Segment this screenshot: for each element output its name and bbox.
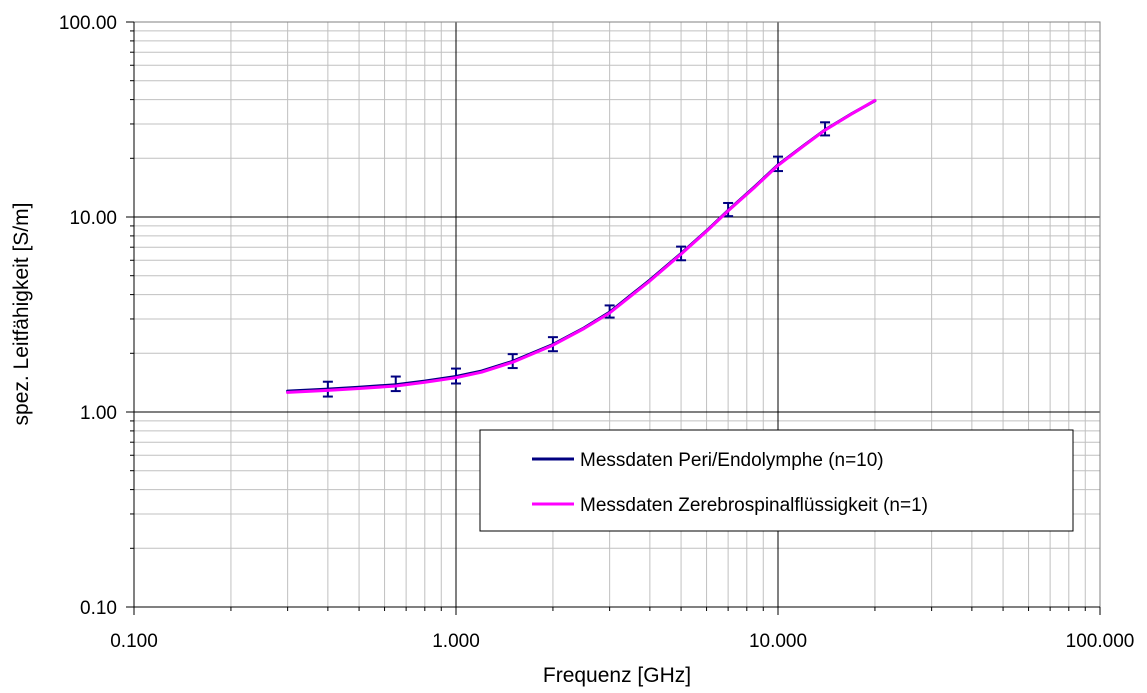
axis-ticks — [126, 21, 1101, 615]
x-axis-title: Frequenz [GHz] — [543, 664, 691, 687]
y-tick-labels: 0.10 1.00 10.00 100.00 — [59, 13, 117, 619]
error-bars — [322, 121, 831, 398]
y-axis-title: spez. Leitfähigkeit [S/m] — [10, 203, 33, 426]
x-tick-label: 0.100 — [110, 631, 158, 652]
series-line-peri-endolymphe — [286, 99, 877, 393]
legend: Messdaten Peri/Endolymphe (n=10) Messdat… — [479, 429, 1074, 532]
legend-box — [479, 429, 1074, 532]
series-line-zerebrospinal — [286, 98, 877, 394]
legend-label-zerebrospinal: Messdaten Zerebrospinalflüssigkeit (n=1) — [580, 495, 928, 516]
series-lines — [286, 98, 877, 394]
x-tick-label: 1.000 — [432, 631, 480, 652]
legend-label-peri-endolymphe: Messdaten Peri/Endolymphe (n=10) — [580, 450, 884, 471]
x-tick-labels: 0.100 1.000 10.000 100.000 — [110, 631, 1134, 652]
y-tick-label: 0.10 — [80, 598, 117, 619]
y-tick-label: 10.00 — [69, 208, 117, 229]
x-tick-label: 100.000 — [1066, 631, 1135, 652]
y-tick-label: 1.00 — [80, 403, 117, 424]
grid-major — [134, 22, 1100, 607]
x-tick-label: 10.000 — [749, 631, 807, 652]
y-tick-label: 100.00 — [59, 13, 117, 34]
